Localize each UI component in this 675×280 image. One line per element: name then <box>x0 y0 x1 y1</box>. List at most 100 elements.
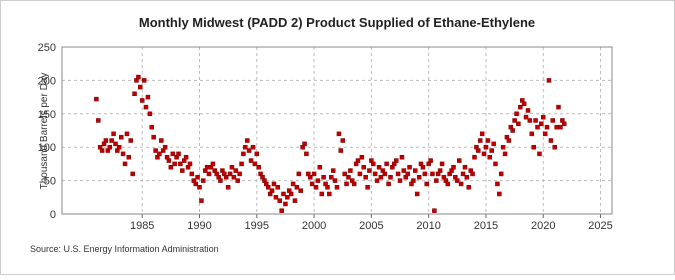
point <box>393 158 399 163</box>
point <box>378 175 384 180</box>
point <box>342 171 347 177</box>
point <box>325 185 330 190</box>
point <box>340 138 345 143</box>
point <box>285 195 290 200</box>
point <box>118 134 124 140</box>
point <box>273 195 279 200</box>
point <box>554 124 559 130</box>
point <box>103 138 109 143</box>
point <box>558 124 563 130</box>
point <box>187 161 193 167</box>
point <box>455 178 460 183</box>
point <box>384 161 389 167</box>
point <box>361 164 366 170</box>
point <box>388 175 393 180</box>
x-tick-label: 1995 <box>245 220 269 232</box>
point <box>178 161 183 167</box>
point <box>136 74 141 80</box>
point <box>432 208 437 213</box>
point <box>371 161 376 167</box>
chart-title: Monthly Midwest (PADD 2) Product Supplie… <box>139 15 535 30</box>
point <box>315 178 321 183</box>
point <box>336 131 342 137</box>
point <box>290 181 296 187</box>
point <box>500 144 506 150</box>
point <box>546 78 552 83</box>
x-tick-label: 1990 <box>187 220 211 232</box>
point <box>489 148 494 153</box>
point <box>512 118 517 123</box>
point <box>535 124 540 130</box>
point <box>330 168 336 173</box>
point <box>472 154 477 160</box>
point <box>109 138 114 143</box>
x-tick-label: 2005 <box>359 220 383 232</box>
point <box>401 168 407 173</box>
point <box>424 181 429 187</box>
y-tick-label: 50 <box>44 176 56 188</box>
point <box>304 151 309 157</box>
point <box>197 185 202 190</box>
point <box>527 118 533 123</box>
point <box>218 178 223 183</box>
point <box>476 148 481 153</box>
y-axis-label: Thousand Barrels per Day <box>39 73 50 190</box>
x-tick-label: 2015 <box>474 220 498 232</box>
point <box>283 201 288 207</box>
point <box>495 181 500 187</box>
point <box>271 181 277 187</box>
point <box>493 161 498 167</box>
point <box>445 181 451 187</box>
point <box>533 118 538 123</box>
x-tick-label: 2010 <box>416 220 440 232</box>
point <box>548 138 554 143</box>
point <box>147 111 153 117</box>
point <box>139 98 145 103</box>
point <box>481 151 487 157</box>
point <box>317 164 323 170</box>
point <box>470 171 475 177</box>
point <box>321 175 326 180</box>
point <box>411 178 416 183</box>
point <box>531 144 536 150</box>
point <box>437 168 443 173</box>
point <box>367 168 372 173</box>
point <box>281 191 286 197</box>
point <box>143 104 149 110</box>
point <box>294 185 300 190</box>
point <box>145 94 151 100</box>
x-tick-label: 2000 <box>302 220 326 232</box>
point <box>149 124 154 130</box>
point <box>204 164 210 170</box>
y-tick-label: 150 <box>38 109 56 121</box>
point <box>466 185 472 190</box>
point <box>525 108 531 113</box>
point <box>541 114 546 120</box>
plot-area <box>61 46 613 215</box>
point <box>223 175 229 180</box>
point <box>334 185 340 190</box>
point <box>346 175 351 180</box>
point <box>239 161 244 167</box>
point <box>413 168 418 173</box>
point <box>491 141 496 147</box>
point <box>327 191 332 197</box>
point <box>122 161 128 167</box>
point <box>227 171 233 177</box>
point <box>117 144 122 150</box>
point <box>529 131 535 137</box>
point <box>193 181 198 187</box>
point <box>153 148 158 153</box>
y-tick-label: 200 <box>38 75 56 87</box>
point <box>128 138 133 143</box>
point <box>159 138 164 143</box>
point <box>111 131 116 137</box>
point <box>166 158 172 163</box>
source-note: Source: U.S. Energy Information Administ… <box>30 244 219 254</box>
y-tick-label: 100 <box>38 142 56 154</box>
point <box>365 185 370 190</box>
point <box>550 118 556 123</box>
point <box>309 181 315 187</box>
point <box>266 185 271 190</box>
